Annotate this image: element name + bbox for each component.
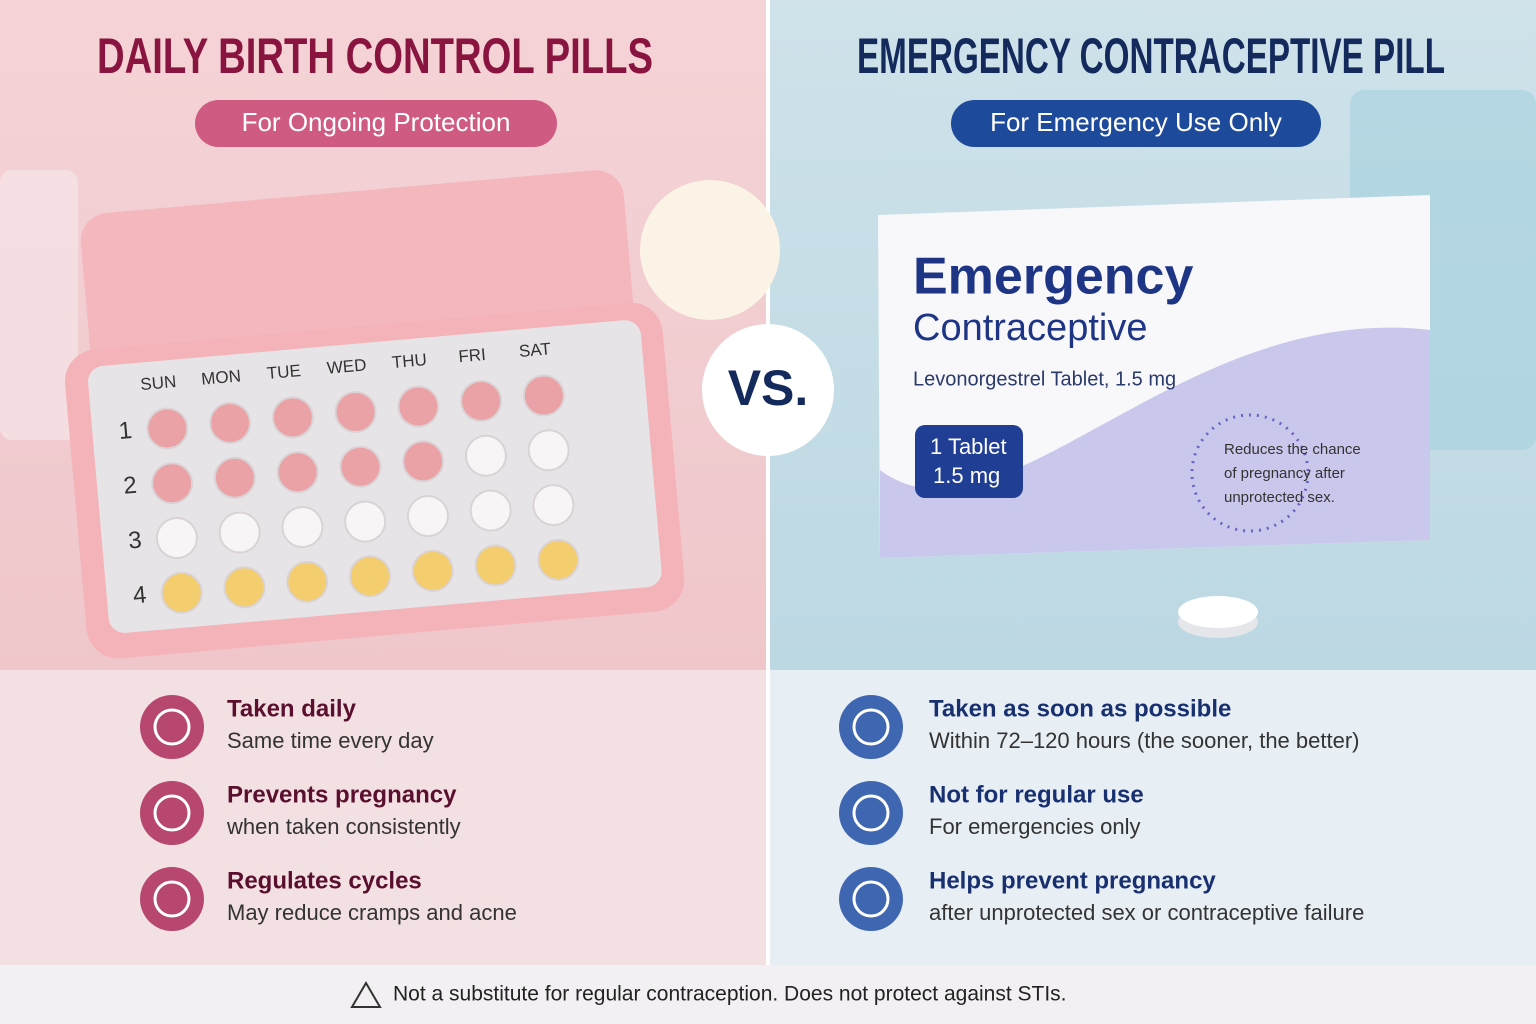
pill xyxy=(276,451,319,494)
footer-warning: Not a substitute for regular contracepti… xyxy=(393,983,1067,1006)
pill xyxy=(213,456,256,499)
pill xyxy=(522,374,565,417)
day-label: TUE xyxy=(266,361,302,383)
left-badge-text: For Ongoing Protection xyxy=(242,107,511,137)
tablet xyxy=(1178,596,1258,628)
pill xyxy=(151,462,194,505)
pill xyxy=(344,500,387,543)
pill xyxy=(411,549,454,592)
right-title: EMERGENCY CONTRACEPTIVE PILL xyxy=(857,28,1445,84)
pill xyxy=(537,538,580,581)
feature-title: Not for regular use xyxy=(929,781,1144,808)
feature-text: For emergencies only xyxy=(929,814,1141,839)
box-brand: Emergency xyxy=(913,248,1193,306)
pill xyxy=(527,429,570,472)
pill xyxy=(532,484,575,527)
flower xyxy=(640,180,780,320)
feature-text: after unprotected sex or contraceptive f… xyxy=(929,900,1364,925)
pill xyxy=(464,434,507,477)
pill xyxy=(460,380,503,423)
feature-text: Same time every day xyxy=(227,728,434,753)
feature-icon-ring xyxy=(852,794,890,832)
feature-title: Taken daily xyxy=(227,695,357,722)
pill xyxy=(209,401,252,444)
pill xyxy=(160,571,203,614)
day-label: SUN xyxy=(140,372,177,394)
feature-icon xyxy=(140,695,204,759)
pill xyxy=(155,517,198,560)
right-badge xyxy=(951,100,1321,147)
box-subtitle: Levonorgestrel Tablet, 1.5 mg xyxy=(913,368,1176,390)
pill xyxy=(348,555,391,598)
day-label: FRI xyxy=(458,345,487,366)
feature-icon xyxy=(839,781,903,845)
pill xyxy=(146,407,189,450)
feature-icon-ring xyxy=(153,708,191,746)
right-badge-text: For Emergency Use Only xyxy=(990,107,1282,137)
divider xyxy=(766,0,770,965)
pill xyxy=(223,566,266,609)
week-label: 3 xyxy=(127,527,143,555)
day-label: SAT xyxy=(518,339,551,361)
note-ring xyxy=(1190,413,1310,533)
feature-title: Prevents pregnancy xyxy=(227,781,457,808)
pill xyxy=(271,396,314,439)
box-brand: Contraceptive xyxy=(913,307,1147,349)
warning-icon xyxy=(350,981,382,1008)
feature-icon xyxy=(839,695,903,759)
feature-title: Taken as soon as possible xyxy=(929,695,1231,722)
glass xyxy=(0,170,78,440)
left-title: DAILY BIRTH CONTROL PILLS xyxy=(97,28,653,84)
footer-bar xyxy=(0,965,1536,1024)
week-label: 4 xyxy=(132,581,148,609)
feature-text: when taken consistently xyxy=(226,814,461,839)
pill xyxy=(469,489,512,532)
box-note: Reduces the chance xyxy=(1224,441,1361,458)
feature-icon-ring xyxy=(852,708,890,746)
week-label: 2 xyxy=(122,472,138,500)
left-feature-panel xyxy=(0,670,766,965)
week-label: 1 xyxy=(118,417,134,445)
day-label: THU xyxy=(391,350,427,372)
feature-text: May reduce cramps and acne xyxy=(227,900,517,925)
dose-text: 1.5 mg xyxy=(933,463,1000,488)
pill xyxy=(334,390,377,433)
pill xyxy=(406,495,449,538)
feature-icon-ring xyxy=(153,794,191,832)
pill xyxy=(286,560,329,603)
dose-badge xyxy=(915,425,1023,498)
pill xyxy=(402,440,445,483)
pill-case: SUN MON TUE WED THU FRI SAT 1 2 3 4 xyxy=(64,170,685,659)
box-note: unprotected sex. xyxy=(1224,489,1335,506)
vs-label: VS. xyxy=(728,360,809,416)
day-label: MON xyxy=(200,366,241,388)
feature-icon xyxy=(140,867,204,931)
pill xyxy=(474,544,517,587)
pill xyxy=(281,506,324,549)
feature-text: Within 72–120 hours (the sooner, the bet… xyxy=(929,728,1359,753)
feature-icon xyxy=(839,867,903,931)
feature-icon-ring xyxy=(852,880,890,918)
pill xyxy=(339,445,382,488)
dose-text: 1 Tablet xyxy=(930,434,1007,459)
vs-circle xyxy=(702,324,834,456)
pill xyxy=(218,511,261,554)
left-badge xyxy=(195,100,557,147)
feature-icon-ring xyxy=(153,880,191,918)
box-wave xyxy=(880,327,1430,558)
day-label: WED xyxy=(326,355,367,377)
pill xyxy=(397,385,440,428)
box-note: of pregnancy after xyxy=(1224,465,1345,482)
feature-title: Helps prevent pregnancy xyxy=(929,867,1216,894)
feature-title: Regulates cycles xyxy=(227,867,422,894)
feature-icon xyxy=(140,781,204,845)
